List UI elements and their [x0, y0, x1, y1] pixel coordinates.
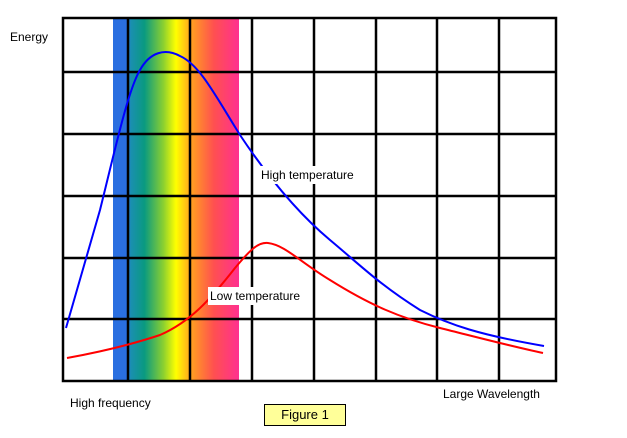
low-temperature-label: Low temperature [208, 287, 303, 305]
y-axis-label: Energy [10, 30, 49, 44]
figure-caption: Figure 1 [264, 404, 346, 426]
x-axis-right-label: Large Wavelength [443, 387, 540, 401]
high-temperature-label: High temperature [259, 166, 356, 184]
high-temperature-curve [65, 51, 545, 347]
low-temperature-curve [66, 241, 544, 359]
grid [61, 16, 558, 383]
grid-border [61, 16, 558, 383]
x-axis-left-label: High frequency [70, 396, 151, 410]
visible-spectrum-band [113, 18, 239, 381]
